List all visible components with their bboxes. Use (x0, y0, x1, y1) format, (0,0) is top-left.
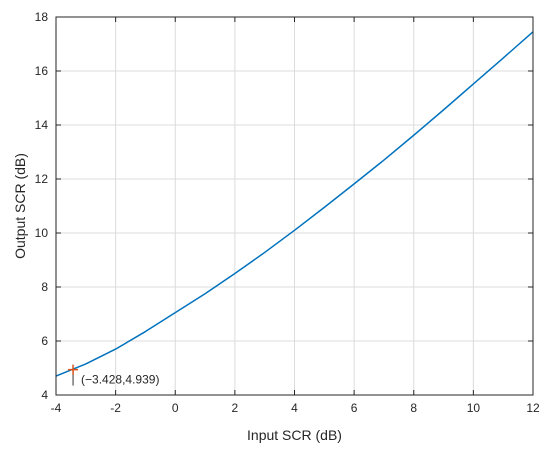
y-tick-label: 14 (35, 118, 49, 132)
y-tick-label: 12 (35, 172, 49, 186)
y-tick-label: 16 (35, 64, 49, 78)
x-tick-label: -4 (51, 401, 62, 415)
grid-lines (55, 16, 534, 396)
data-tip: (−3.428,4.939) (68, 364, 159, 387)
x-tick-label: 2 (232, 401, 239, 415)
annotations: (−3.428,4.939) (68, 364, 159, 387)
y-tick-label: 4 (41, 388, 48, 402)
x-tick-label: 4 (291, 401, 298, 415)
x-tick-label: 6 (351, 401, 358, 415)
axes-frame (55, 16, 534, 396)
series-lines (55, 31, 534, 377)
y-tick-label: 8 (41, 280, 48, 294)
x-axis-label: Input SCR (dB) (247, 427, 342, 443)
x-tick-label: -2 (110, 401, 121, 415)
data-tip-label: (−3.428,4.939) (81, 373, 159, 387)
series-line (55, 31, 534, 377)
y-tick-label: 6 (41, 334, 48, 348)
x-tick-label: 10 (467, 401, 481, 415)
y-axis-label: Output SCR (dB) (12, 153, 28, 259)
x-tick-label: 12 (526, 401, 540, 415)
y-tick-label: 10 (35, 226, 49, 240)
x-tick-label: 0 (172, 401, 179, 415)
y-tick-label: 18 (35, 10, 49, 24)
x-tick-label: 8 (410, 401, 417, 415)
tick-labels: -4 -2 0 2 4 6 8 10 12 4 6 8 10 12 14 16 18 (35, 10, 540, 415)
